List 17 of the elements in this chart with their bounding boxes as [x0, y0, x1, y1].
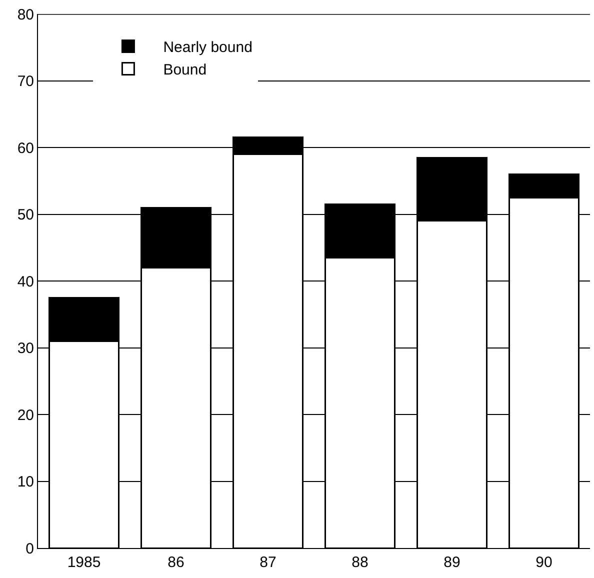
- y-tick-label: 20: [17, 406, 34, 424]
- y-tick-label: 30: [17, 340, 34, 357]
- x-tick-label: 90: [536, 554, 552, 571]
- legend-label: Nearly bound: [163, 39, 252, 56]
- x-tick-label: 88: [352, 554, 368, 571]
- y-tick-label: 70: [17, 73, 34, 90]
- y-tick-label: 10: [17, 474, 34, 490]
- y-tick-label: 0: [26, 540, 34, 558]
- y-tick-label: 80: [17, 6, 34, 24]
- y-tick-label: 40: [17, 273, 34, 290]
- y-tick-label: 60: [17, 140, 34, 157]
- x-tick-label: 86: [168, 554, 184, 571]
- x-tick-label: 89: [444, 554, 460, 571]
- y-tick-label: 50: [17, 206, 34, 224]
- x-tick-label: 87: [260, 554, 276, 571]
- legend-label: Bound: [163, 62, 207, 79]
- x-tick-label: 1985: [67, 554, 101, 571]
